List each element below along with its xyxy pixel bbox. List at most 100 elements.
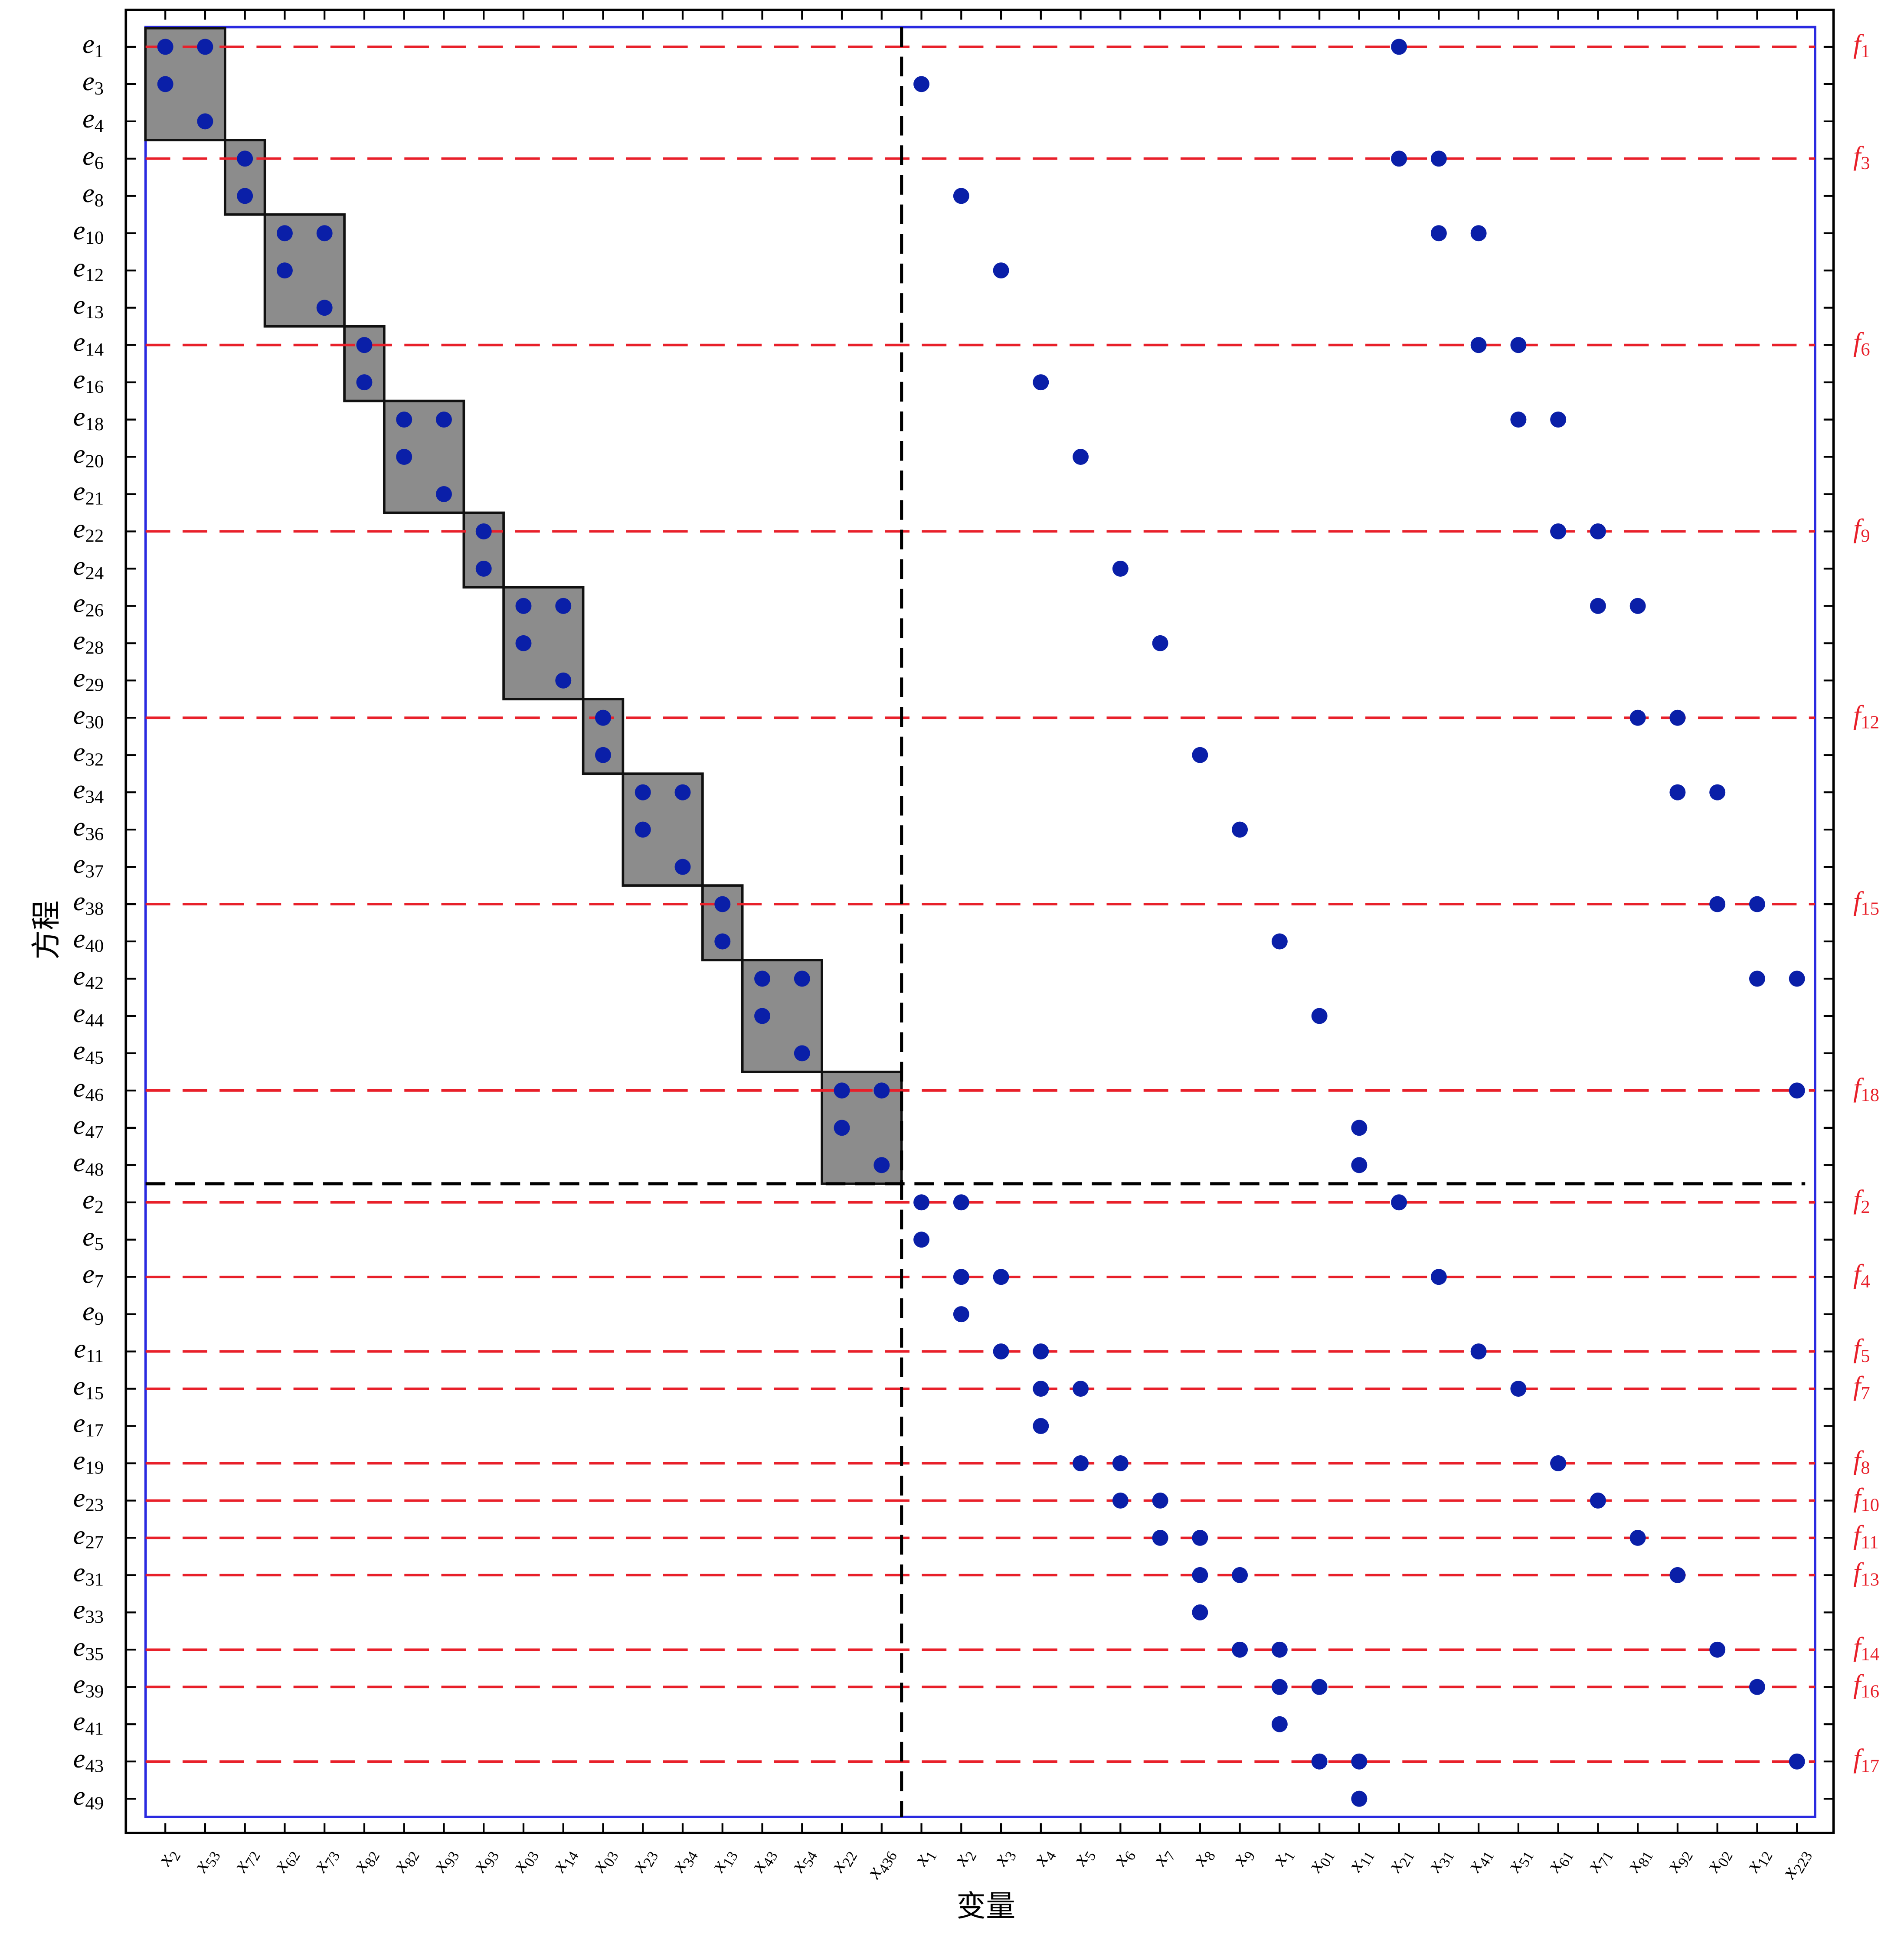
row-label: e32 (73, 737, 104, 770)
constraint-label: f13 (1853, 1557, 1879, 1590)
constraint-label: f8 (1853, 1445, 1870, 1478)
x-tick-label: x8 (1187, 1843, 1219, 1872)
x-tick-label: x1 (909, 1843, 940, 1872)
point (1789, 1082, 1805, 1099)
point (1271, 1679, 1288, 1695)
x-tick-label: x12 (1740, 1843, 1776, 1878)
point (953, 1194, 969, 1211)
row-label: e23 (73, 1483, 104, 1516)
x-tick-label: x93 (467, 1843, 502, 1878)
row-label: e49 (73, 1780, 104, 1813)
point (1351, 1753, 1367, 1770)
point (1510, 1381, 1527, 1397)
x-tick-label: x03 (587, 1843, 622, 1878)
plot-frame (144, 26, 1816, 1818)
point (1709, 1641, 1726, 1658)
point (475, 523, 492, 539)
point (1112, 560, 1129, 577)
row-label: e42 (73, 960, 104, 993)
point (1470, 1343, 1487, 1360)
point (1391, 39, 1407, 55)
point (1192, 1604, 1208, 1620)
point (1510, 412, 1527, 428)
x-tick-label: x22 (825, 1843, 860, 1878)
point (1590, 523, 1606, 539)
point (1152, 635, 1168, 651)
row-label: e1 (82, 29, 104, 62)
row-label: e18 (73, 402, 104, 434)
point (953, 188, 969, 204)
point (555, 598, 572, 614)
row-label: e24 (73, 551, 104, 584)
constraint-label: f12 (1853, 700, 1879, 733)
point (1430, 1269, 1447, 1285)
point (953, 1306, 969, 1323)
point (1311, 1679, 1328, 1695)
point (635, 784, 651, 800)
point (157, 76, 173, 92)
row-label: e16 (73, 364, 104, 397)
constraint-label: f17 (1853, 1744, 1879, 1777)
constraint-label: f2 (1853, 1184, 1870, 1217)
x-tick-label: x51 (1502, 1843, 1537, 1878)
point (1749, 970, 1765, 987)
row-label: e40 (73, 923, 104, 956)
point (1271, 1641, 1288, 1658)
point (595, 747, 611, 763)
x-tick-label: x93 (427, 1843, 462, 1878)
point (1510, 337, 1527, 353)
point (1192, 1567, 1208, 1583)
point (555, 672, 572, 689)
point (1629, 1529, 1646, 1546)
point (953, 1269, 969, 1285)
x-tick-label: x13 (706, 1843, 741, 1878)
x-tick-label: x01 (1303, 1843, 1338, 1878)
point (1311, 1753, 1328, 1770)
row-label: e6 (82, 140, 104, 173)
row-label: e5 (82, 1222, 104, 1254)
x-tick-label: x11 (1343, 1843, 1378, 1877)
point (1709, 784, 1726, 800)
row-label: e12 (73, 252, 104, 285)
row-label: e27 (73, 1520, 104, 1553)
row-label: e35 (73, 1632, 104, 1665)
row-label: e11 (74, 1333, 104, 1366)
x-tick-label: x223 (1777, 1843, 1816, 1884)
row-label: e13 (73, 290, 104, 323)
constraint-label: f9 (1853, 513, 1870, 546)
point (1351, 1157, 1367, 1173)
point (714, 896, 731, 912)
x-tick-label: x73 (308, 1843, 343, 1878)
point (595, 709, 611, 726)
point (436, 412, 452, 428)
x-tick-label: x03 (507, 1843, 542, 1878)
point (993, 1343, 1009, 1360)
row-label: e43 (73, 1744, 104, 1777)
point (1749, 896, 1765, 912)
x-tick-label: x21 (1383, 1843, 1418, 1878)
constraint-label: f11 (1853, 1520, 1878, 1553)
point (276, 262, 293, 279)
row-label: e22 (73, 513, 104, 546)
point (1033, 1343, 1049, 1360)
point (197, 39, 213, 55)
point (1351, 1790, 1367, 1807)
point (1470, 337, 1487, 353)
row-label: e44 (73, 998, 104, 1031)
constraint-label: f1 (1853, 29, 1870, 62)
point (515, 635, 532, 651)
point (1033, 374, 1049, 391)
row-label: e17 (73, 1408, 104, 1441)
row-label: e41 (73, 1706, 104, 1739)
point (1232, 1641, 1248, 1658)
row-label: e45 (73, 1035, 104, 1068)
x-tick-label: x2 (949, 1843, 980, 1872)
point (1073, 1381, 1089, 1397)
constraint-label: f6 (1853, 327, 1870, 360)
point (834, 1082, 850, 1099)
point (873, 1157, 890, 1173)
point (714, 933, 731, 950)
row-label: e34 (73, 774, 104, 807)
point (1789, 1753, 1805, 1770)
